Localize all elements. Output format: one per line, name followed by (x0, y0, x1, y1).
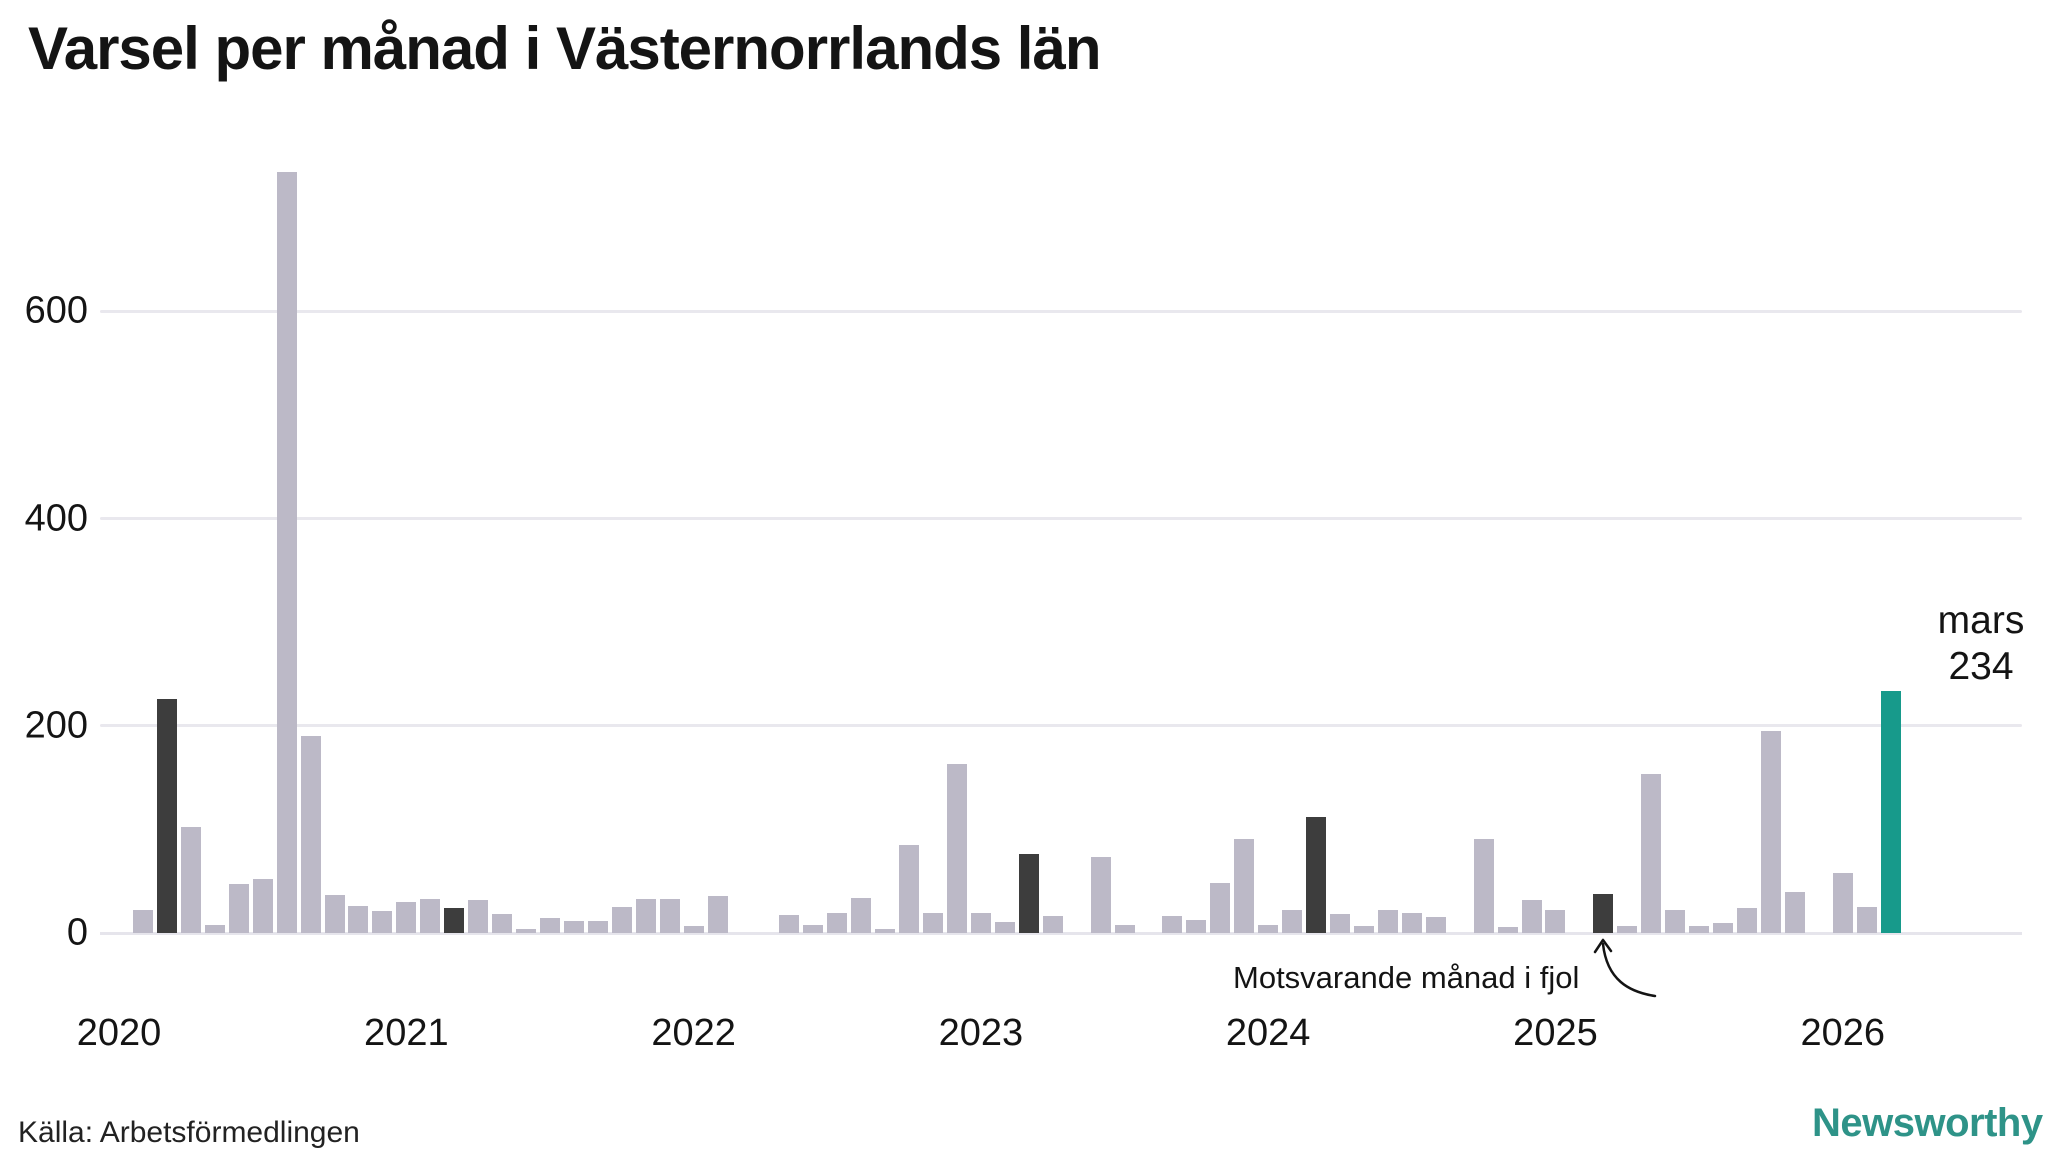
bar-2022-05 (779, 915, 800, 933)
bar-2021-03 (444, 908, 465, 933)
page-title: Varsel per månad i Västernorrlands län (28, 15, 1101, 82)
newsworthy-logo-icon (1761, 1106, 1785, 1133)
bar-2025-01 (1545, 910, 1566, 933)
bar-2021-10 (611, 907, 632, 933)
bar-2024-08 (1425, 917, 1446, 933)
bar-2023-10 (1186, 919, 1207, 933)
bar-2020-11 (348, 906, 369, 933)
x-axis-label-2026: 2026 (1800, 1012, 1886, 1054)
bar-2025-10 (1760, 730, 1781, 933)
bar-2020-05 (204, 924, 225, 933)
bar-2025-05 (1641, 774, 1662, 933)
bar-2020-06 (228, 884, 249, 933)
bar-2024-11 (1497, 926, 1518, 933)
bar-2020-02 (133, 910, 153, 933)
bar-2024-01 (1258, 924, 1279, 933)
bar-2022-12 (946, 764, 967, 933)
bar-2025-03 (1593, 893, 1614, 933)
bar-2025-08 (1713, 922, 1734, 933)
gridline-y600 (100, 309, 2022, 313)
annotation-arrow-icon (1594, 938, 1657, 998)
bar-2022-07 (827, 913, 848, 933)
current-value: 234 (1948, 645, 2014, 688)
x-axis-label-2024: 2024 (1225, 1012, 1311, 1054)
y-axis-tick-200: 200 (24, 704, 88, 747)
bar-2021-11 (635, 898, 656, 933)
x-axis-line (100, 931, 2022, 935)
bar-2023-01 (970, 913, 991, 933)
bar-2022-02 (707, 895, 728, 933)
bar-2021-12 (659, 898, 680, 933)
x-axis-label-2022: 2022 (651, 1012, 736, 1054)
bar-2025-06 (1665, 910, 1686, 933)
bar-2024-10 (1473, 838, 1494, 933)
bar-2020-10 (324, 894, 345, 933)
bar-2020-04 (180, 827, 201, 933)
bar-2023-02 (994, 921, 1015, 933)
bar-2022-08 (851, 897, 872, 933)
newsworthy-logo-text: Newsworthy (1812, 1100, 2043, 1145)
bar-2021-08 (563, 920, 584, 933)
bar-2020-07 (252, 879, 273, 933)
bar-2024-02 (1282, 910, 1303, 933)
current-value-label: mars 234 (1896, 598, 2048, 690)
bar-2024-04 (1330, 914, 1350, 933)
bar-2023-04 (1042, 916, 1063, 933)
annotation-last-year: Motsvarande månad i fjol (1233, 960, 1580, 995)
bar-2022-01 (683, 925, 704, 933)
bar-2023-07 (1114, 924, 1135, 933)
bar-2022-11 (923, 913, 944, 933)
bar-2023-12 (1234, 838, 1255, 933)
x-axis-label-2023: 2023 (938, 1012, 1024, 1054)
bar-2026-03 (1880, 690, 1901, 933)
bar-2025-11 (1784, 891, 1805, 933)
bar-2025-07 (1689, 925, 1710, 933)
bar-2022-09 (875, 928, 896, 933)
bar-2021-07 (539, 918, 560, 933)
bar-2024-06 (1377, 910, 1398, 933)
bar-2021-05 (492, 914, 513, 933)
bar-2021-01 (396, 901, 417, 933)
bar-2024-07 (1401, 913, 1422, 933)
gridline-y200 (100, 724, 2022, 728)
bar-2024-12 (1521, 899, 1542, 933)
bar-2021-06 (516, 928, 537, 933)
bar-2024-05 (1353, 925, 1374, 933)
bar-2021-09 (587, 920, 608, 933)
bar-2020-12 (372, 911, 393, 933)
newsworthy-logo-link[interactable]: Newsworthy (1752, 1098, 2043, 1148)
x-axis-label-2025: 2025 (1513, 1012, 1598, 1054)
x-axis-label-2021: 2021 (364, 1012, 449, 1054)
source-credit: Källa: Arbetsförmedlingen (18, 1116, 360, 1149)
y-axis-tick-400: 400 (24, 497, 88, 540)
bar-2025-09 (1736, 908, 1757, 933)
y-axis-tick-600: 600 (24, 289, 88, 332)
bar-2023-06 (1090, 857, 1111, 933)
bar-2020-08 (276, 171, 297, 933)
bar-2023-03 (1018, 854, 1039, 933)
bar-2021-04 (468, 899, 489, 933)
y-axis-tick-0: 0 (66, 911, 88, 954)
bar-2026-02 (1856, 907, 1877, 933)
bar-2023-09 (1162, 916, 1183, 933)
gridline-y400 (100, 517, 2022, 521)
bar-2022-06 (803, 924, 824, 933)
bar-2026-01 (1832, 872, 1853, 933)
x-axis-label-2020: 2020 (76, 1012, 162, 1054)
bar-2025-04 (1617, 925, 1638, 933)
bar-2024-03 (1306, 816, 1327, 933)
current-month-label: mars (1937, 599, 2025, 642)
bar-2021-02 (420, 898, 441, 933)
bar-2020-09 (300, 736, 321, 933)
bar-2020-03 (156, 698, 177, 933)
bar-2023-11 (1210, 883, 1231, 933)
bar-2022-10 (899, 844, 920, 933)
